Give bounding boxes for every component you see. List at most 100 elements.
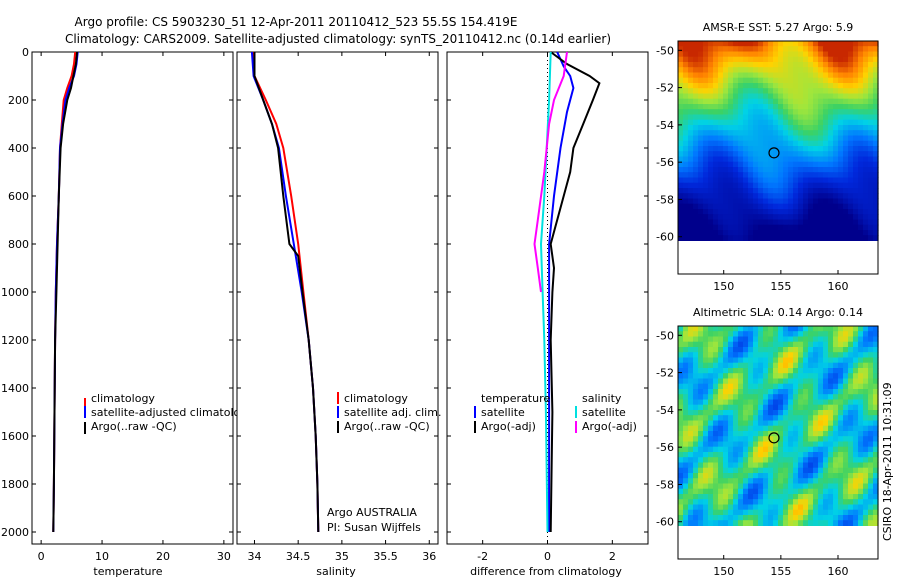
heatmap-cell — [873, 140, 879, 147]
difference-legend: temperature salinity satellite Argo(-adj… — [474, 392, 637, 433]
heatmap-cell — [783, 93, 789, 100]
heatmap-cell — [733, 357, 739, 364]
heatmap-cell — [713, 188, 719, 194]
heatmap-cell — [708, 203, 714, 210]
heatmap-cell — [853, 446, 859, 453]
heatmap-cell — [743, 452, 749, 458]
heatmap-cell — [688, 473, 694, 479]
heatmap-cell — [868, 109, 874, 115]
heatmap-cell — [713, 483, 719, 490]
heatmap-cell — [818, 326, 824, 332]
heatmap-cell — [678, 452, 684, 458]
heatmap-cell — [868, 98, 874, 105]
heatmap-cell — [753, 83, 759, 89]
heatmap-cell — [738, 368, 744, 374]
heatmap-cell — [778, 431, 784, 437]
temperature-legend: climatology satellite-adjusted climatolo… — [84, 392, 254, 434]
heatmap-cell — [688, 56, 694, 63]
heatmap-cell — [803, 114, 809, 121]
heatmap-cell — [778, 347, 784, 353]
heatmap-cell — [848, 167, 854, 173]
heatmap-cell — [773, 125, 779, 131]
heatmap-cell — [713, 156, 719, 163]
heatmap-cell — [768, 383, 774, 390]
heatmap-cell — [818, 488, 824, 495]
heatmap-cell — [763, 109, 769, 115]
heatmap-cell — [793, 104, 799, 110]
heatmap-cell — [803, 478, 809, 484]
heatmap-cell — [848, 77, 854, 84]
heatmap-cell — [833, 135, 839, 142]
heatmap-cell — [738, 425, 744, 432]
heatmap-cell — [723, 341, 729, 348]
heatmap-cell — [798, 214, 804, 220]
heatmap-cell — [813, 46, 819, 52]
heatmap-cell — [758, 151, 764, 157]
temperature-xlabel: temperature — [93, 565, 162, 578]
heatmap-cell — [738, 114, 744, 121]
heatmap-cell — [758, 46, 764, 52]
heatmap-cell — [723, 352, 729, 358]
heatmap-cell — [808, 373, 814, 379]
heatmap-cell — [688, 436, 694, 442]
heatmap-cell — [808, 504, 814, 511]
heatmap-cell — [793, 109, 799, 115]
heatmap-cell — [828, 452, 834, 458]
heatmap-cell — [753, 394, 759, 400]
heatmap-cell — [818, 368, 824, 374]
heatmap-cell — [873, 488, 879, 495]
heatmap-cell — [803, 446, 809, 453]
heatmap-cell — [853, 331, 859, 337]
heatmap-cell — [788, 77, 794, 84]
heatmap-cell — [698, 373, 704, 379]
heatmap-cell — [763, 140, 769, 147]
heatmap-cell — [818, 373, 824, 379]
heatmap-cell — [858, 125, 864, 131]
heatmap-cell — [813, 462, 819, 469]
argo-position-marker — [768, 432, 780, 444]
heatmap-cell — [723, 151, 729, 157]
x-tick-label: 0 — [38, 550, 45, 563]
heatmap-cell — [758, 399, 764, 406]
heatmap-cell — [698, 441, 704, 448]
heatmap-cell — [748, 389, 754, 395]
heatmap-cell — [838, 378, 844, 385]
heatmap-cell — [803, 331, 809, 337]
heatmap-cell — [718, 441, 724, 448]
heatmap-cell — [843, 140, 849, 147]
heatmap-cell — [858, 362, 864, 369]
heatmap-cell — [858, 140, 864, 147]
heatmap-cell — [813, 425, 819, 432]
heatmap-cell — [718, 72, 724, 79]
heatmap-cell — [678, 394, 684, 400]
heatmap-cell — [818, 520, 824, 526]
heatmap-cell — [748, 462, 754, 469]
y-tick-label: 0 — [22, 46, 29, 59]
heatmap-cell — [793, 125, 799, 131]
heatmap-cell — [813, 509, 819, 516]
heatmap-cell — [728, 151, 734, 157]
heatmap-cell — [688, 362, 694, 369]
heatmap-cell — [738, 46, 744, 52]
heatmap-cell — [788, 188, 794, 194]
pi-note: PI: Susan Wijffels — [327, 521, 421, 534]
heatmap-cell — [743, 362, 749, 369]
heatmap-cell — [758, 209, 764, 215]
heatmap-cell — [868, 336, 874, 343]
heatmap-cell — [823, 389, 829, 395]
heatmap-cell — [793, 93, 799, 100]
heatmap-cell — [703, 109, 709, 115]
heatmap-cell — [873, 415, 879, 421]
heatmap-cell — [703, 352, 709, 358]
heatmap-cell — [738, 41, 744, 47]
heatmap-cell — [708, 504, 714, 511]
heatmap-cell — [723, 182, 729, 189]
heatmap-cell — [798, 520, 804, 526]
heatmap-cell — [693, 520, 699, 526]
heatmap-cell — [733, 235, 739, 241]
heatmap-cell — [678, 509, 684, 516]
heatmap-cell — [823, 341, 829, 348]
heatmap-cell — [728, 467, 734, 474]
heatmap-cell — [768, 135, 774, 142]
heatmap-cell — [768, 410, 774, 416]
